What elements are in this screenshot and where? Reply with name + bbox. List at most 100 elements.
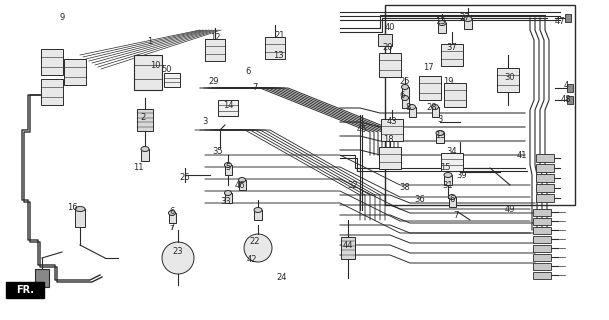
Circle shape [244,234,272,262]
Ellipse shape [254,207,262,212]
Text: 49: 49 [505,205,515,214]
Text: 42: 42 [247,255,257,265]
Ellipse shape [169,211,175,215]
Ellipse shape [401,95,409,100]
Bar [381,119,403,141]
Bar [441,153,463,171]
Ellipse shape [432,105,438,109]
Text: 5: 5 [225,164,231,172]
Ellipse shape [75,206,85,212]
Text: 13: 13 [435,18,445,27]
Bar [379,53,401,77]
Text: 23: 23 [173,247,183,257]
Text: 43: 43 [387,117,397,126]
Text: 1: 1 [147,37,153,46]
Text: 6: 6 [449,196,455,204]
Bar [533,227,551,234]
Text: 30: 30 [505,74,515,83]
Text: 38: 38 [400,183,410,193]
Bar [378,34,392,46]
Text: 39: 39 [457,171,467,180]
Bar [536,194,554,202]
Bar [419,76,441,100]
Bar [35,269,49,287]
Bar [444,175,452,185]
Text: 26: 26 [180,173,190,182]
Text: 28: 28 [427,103,437,113]
Bar [164,73,180,87]
Text: 37: 37 [446,44,457,52]
Bar [169,213,175,223]
Text: 33: 33 [220,197,231,206]
Text: 21: 21 [275,31,285,41]
Ellipse shape [239,178,245,182]
Bar [41,79,63,105]
Bar [401,87,409,97]
Text: 41: 41 [517,150,527,159]
Text: 7: 7 [169,223,175,233]
Bar [436,133,444,143]
Text: 6: 6 [400,91,405,100]
Text: 35: 35 [213,148,224,156]
Bar [225,165,231,175]
Ellipse shape [438,20,446,26]
Text: 16: 16 [67,204,77,212]
Ellipse shape [448,195,456,199]
Bar [444,83,466,107]
Bar [565,14,571,22]
Text: 12: 12 [209,34,220,43]
Bar [218,100,238,116]
Text: 48: 48 [561,95,571,105]
Text: 25: 25 [400,77,410,86]
Bar [75,209,85,227]
Bar [536,164,554,172]
Bar [41,49,63,75]
Bar [536,154,554,162]
Text: 47: 47 [555,18,565,27]
FancyArrow shape [15,288,43,298]
Bar [441,44,463,66]
Bar [134,54,162,90]
Ellipse shape [225,163,231,167]
Bar [205,39,225,61]
Bar [533,218,551,225]
Ellipse shape [141,147,149,151]
Text: 24: 24 [276,274,287,283]
Text: 15: 15 [440,164,450,172]
Bar [341,237,355,259]
Text: FR.: FR. [16,285,34,295]
Text: 40: 40 [385,23,395,33]
Text: 9: 9 [59,13,65,22]
Bar [64,59,86,85]
Bar [432,107,438,117]
Bar [536,184,554,192]
Bar [265,37,285,59]
Text: 3: 3 [202,117,208,126]
Ellipse shape [409,105,415,109]
Bar [533,253,551,260]
Text: 13: 13 [435,131,445,140]
Text: 8: 8 [406,103,410,113]
Text: 50: 50 [162,66,172,75]
Ellipse shape [436,131,444,135]
Text: 7: 7 [170,225,174,231]
Text: 22: 22 [250,237,260,246]
Bar [567,96,573,104]
Text: 6: 6 [169,207,175,217]
Bar [533,262,551,269]
Bar [137,109,153,131]
Text: 32: 32 [348,180,358,189]
Bar [536,174,554,182]
Text: 14: 14 [223,100,233,109]
Bar [533,236,551,243]
Ellipse shape [225,190,231,196]
Text: 31: 31 [443,180,453,189]
Ellipse shape [464,17,472,21]
Text: 13: 13 [273,51,283,60]
Ellipse shape [401,84,409,90]
Text: 11: 11 [133,164,143,172]
Bar [533,244,551,252]
Bar [533,271,551,278]
Text: 29: 29 [209,77,219,86]
Bar [464,19,472,29]
